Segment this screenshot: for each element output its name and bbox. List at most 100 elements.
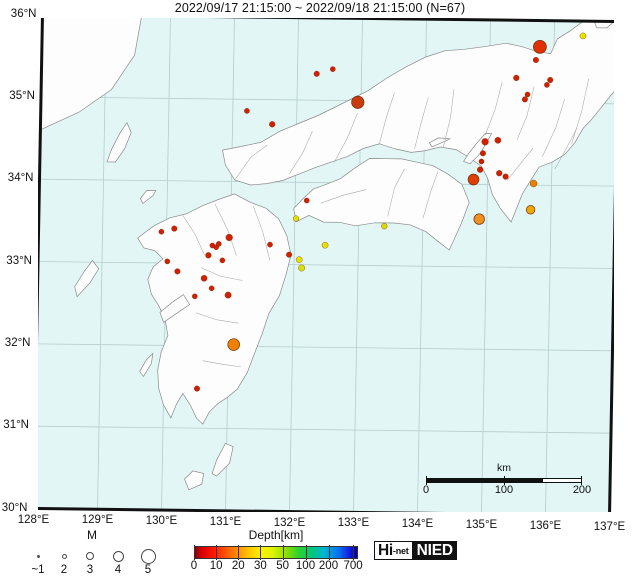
land-polygon	[74, 259, 100, 298]
epicenter-marker[interactable]	[225, 233, 233, 242]
prefecture-border	[571, 78, 589, 145]
epicenter-marker[interactable]	[171, 225, 178, 232]
prefecture-border	[202, 360, 241, 368]
epicenter-marker[interactable]	[524, 91, 531, 98]
epicenter-marker[interactable]	[478, 158, 485, 165]
lon-label-134: 134°E	[401, 518, 434, 531]
epicenter-marker[interactable]	[192, 293, 198, 300]
magnitude-legend: M ~1 2 3 4 5	[22, 528, 162, 578]
depth-label-6: 200	[318, 560, 339, 572]
prefecture-borders	[182, 78, 589, 368]
epicenter-marker[interactable]	[208, 285, 215, 292]
scale-tick-0: 0	[422, 484, 430, 496]
lon-label-136: 136°E	[529, 519, 562, 532]
epicenter-marker[interactable]	[244, 108, 250, 114]
epicenter-marker[interactable]	[200, 275, 208, 282]
epicenter-marker[interactable]	[477, 166, 484, 173]
magnitude-label-3: 4	[114, 564, 122, 576]
epicenter-marker[interactable]	[194, 385, 200, 392]
depth-tick-10	[216, 545, 218, 560]
epicenter-marker[interactable]	[481, 138, 489, 146]
epicenter-marker[interactable]	[532, 57, 539, 63]
epicenter-marker[interactable]	[303, 197, 310, 204]
lat-label-33: 33°N	[6, 254, 32, 267]
scale-tick-200: 200	[572, 484, 592, 496]
epicenter-marker[interactable]	[496, 170, 503, 177]
prefecture-border	[379, 92, 395, 144]
magnitude-label-0: ~1	[31, 564, 45, 576]
land-polygons	[40, 18, 614, 491]
epicenter-marker[interactable]	[529, 179, 538, 188]
epicenter-marker[interactable]	[544, 82, 550, 88]
epicenter-marker[interactable]	[269, 121, 276, 128]
epicenter-marker[interactable]	[525, 205, 536, 215]
epicenter-marker[interactable]	[174, 268, 181, 275]
epicenter-marker[interactable]	[502, 173, 509, 180]
epicenter-marker[interactable]	[216, 241, 222, 247]
lon-label-130: 130°E	[145, 515, 178, 528]
depth-tick-100	[305, 545, 307, 560]
scale-bar-unit: km	[497, 462, 511, 474]
scale-bar: km 0 100 200	[420, 462, 591, 504]
depth-label-4: 50	[276, 560, 289, 572]
epicenter-marker[interactable]	[351, 95, 365, 109]
epicenter-marker[interactable]	[473, 213, 485, 225]
land-polygon	[40, 18, 143, 131]
epicenter-marker[interactable]	[158, 228, 165, 235]
epicenter-marker[interactable]	[494, 137, 502, 144]
magnitude-symbol-3	[86, 552, 94, 560]
depth-label-3: 30	[253, 560, 267, 572]
land-polygon	[139, 352, 154, 378]
depth-tick-0	[194, 545, 195, 560]
seismicity-map[interactable]	[38, 18, 614, 512]
epicenter-marker[interactable]	[164, 258, 171, 265]
land-polygon	[106, 121, 132, 163]
epicenter-marker[interactable]	[521, 96, 528, 103]
land-polygon	[159, 294, 191, 323]
epicenter-marker[interactable]	[321, 241, 329, 249]
epicenter-marker[interactable]	[286, 251, 293, 258]
epicenter-marker[interactable]	[513, 74, 520, 81]
lon-label-128: 128°E	[17, 513, 50, 526]
epicenter-marker[interactable]	[330, 66, 336, 72]
epicenter-marker[interactable]	[267, 241, 273, 248]
epicenter-marker[interactable]	[205, 252, 212, 259]
prefecture-border	[542, 99, 565, 157]
epicenter-marker[interactable]	[219, 257, 226, 264]
prefecture-border	[200, 267, 243, 281]
epicenter-marker[interactable]	[295, 256, 303, 263]
epicenter-marker[interactable]	[479, 150, 486, 157]
prefecture-border	[234, 144, 268, 181]
page-title: 2022/09/17 21:15:00 ~ 2022/09/18 21:15:0…	[174, 1, 466, 15]
epicenter-marker[interactable]	[224, 291, 232, 299]
logo-nied-text: NIED	[412, 541, 457, 560]
prefecture-border	[554, 127, 578, 170]
epicenter-marker[interactable]	[227, 338, 240, 351]
lat-label-31: 31°N	[3, 419, 29, 432]
epicenter-marker[interactable]	[293, 215, 300, 222]
magnitude-legend-title: M	[87, 528, 97, 542]
depth-tick-200	[328, 545, 330, 560]
epicenter-markers[interactable]	[158, 32, 587, 392]
magnitude-symbol-4	[112, 550, 124, 562]
epicenter-marker[interactable]	[313, 70, 320, 77]
depth-tick-700	[353, 545, 355, 560]
epicenter-marker[interactable]	[467, 173, 480, 186]
depth-colorbar	[194, 546, 358, 559]
epicenter-marker[interactable]	[298, 264, 305, 272]
epicenter-marker[interactable]	[533, 40, 547, 54]
prefecture-border	[516, 86, 535, 140]
map-frame	[38, 18, 614, 512]
map-panel	[38, 18, 614, 512]
land-polygon	[139, 190, 157, 205]
logo-hinet-box: Hi -net	[374, 541, 413, 560]
lat-label-36: 36°N	[10, 7, 37, 20]
prefecture-border	[289, 131, 313, 175]
magnitude-symbol-approx1	[36, 555, 40, 558]
logo-hi-text: Hi	[378, 542, 393, 559]
epicenter-marker[interactable]	[579, 32, 587, 40]
magnitude-symbol-5	[140, 548, 156, 564]
epicenter-marker[interactable]	[381, 223, 388, 230]
prefecture-border	[422, 171, 439, 219]
epicenter-marker[interactable]	[547, 77, 554, 83]
